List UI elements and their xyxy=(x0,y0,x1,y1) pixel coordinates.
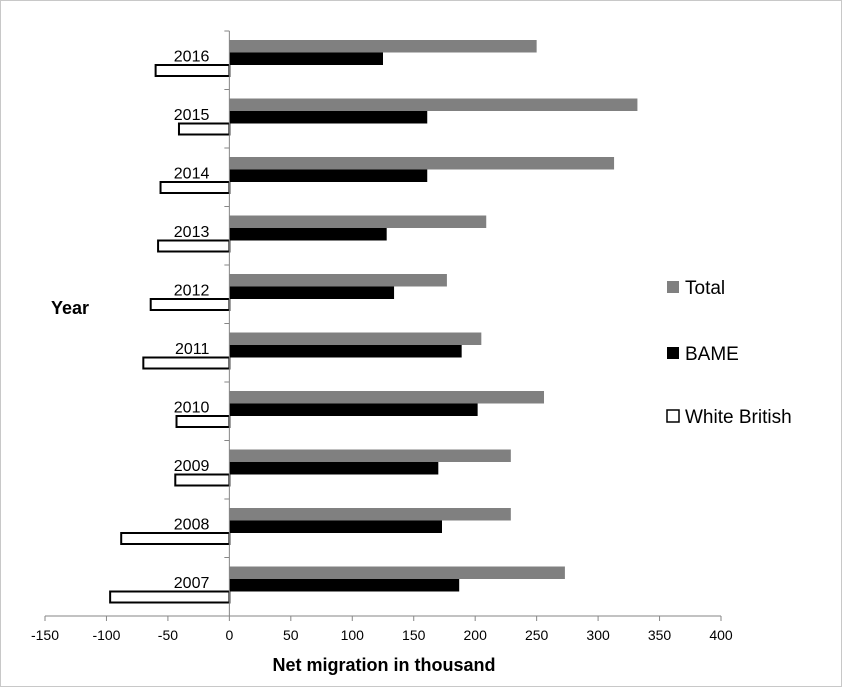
bar-white-british-2010 xyxy=(175,415,231,428)
x-axis-title: Net migration in thousand xyxy=(273,655,496,675)
bar-bame-2013 xyxy=(229,228,387,241)
y-category-label: 2010 xyxy=(174,399,210,416)
bar-white-british-2009 xyxy=(174,473,231,487)
y-category-label: 2013 xyxy=(174,224,210,241)
legend-label-total: Total xyxy=(685,278,725,299)
bar-white-british-2014 xyxy=(159,181,231,194)
y-category-label: 2015 xyxy=(174,107,210,124)
x-tick-label: 350 xyxy=(648,627,672,643)
legend-label-white-british: White British xyxy=(685,407,792,428)
bar-total-2016 xyxy=(229,40,537,53)
bar-bame-2008 xyxy=(229,520,442,533)
x-tick-label: -150 xyxy=(31,627,59,643)
bar-total-2015 xyxy=(229,98,638,111)
bar-total-2007 xyxy=(229,566,565,579)
legend-swatch-bame xyxy=(667,347,679,359)
x-tick-label: 200 xyxy=(464,627,488,643)
bar-total-2009 xyxy=(229,449,511,462)
bar-white-british-2013 xyxy=(157,239,231,253)
y-category-label: 2014 xyxy=(174,165,210,182)
bar-bame-2014 xyxy=(229,169,428,182)
bar-bame-2015 xyxy=(229,111,428,124)
bar-bame-2010 xyxy=(229,403,478,416)
legend: Total BAME White British xyxy=(666,278,792,428)
x-tick-label: 400 xyxy=(709,627,733,643)
bar-white-british-2015 xyxy=(177,122,231,136)
x-tick-label: -50 xyxy=(158,627,178,643)
y-category-label: 2007 xyxy=(174,575,210,592)
legend-swatch-white-british xyxy=(666,409,680,423)
y-category-label: 2016 xyxy=(174,48,210,65)
bar-bame-2007 xyxy=(229,579,460,592)
x-tick-label: 50 xyxy=(283,627,299,643)
bar-white-british-2011 xyxy=(142,356,231,370)
bar-total-2013 xyxy=(229,215,487,228)
x-tick-label: -100 xyxy=(92,627,120,643)
legend-swatch-total xyxy=(667,281,679,293)
bar-total-2012 xyxy=(229,274,447,287)
x-tick-label: 150 xyxy=(402,627,426,643)
y-category-label: 2012 xyxy=(174,282,210,299)
bar-bame-2011 xyxy=(229,345,462,358)
y-axis-title: Year xyxy=(51,298,89,318)
bar-total-2008 xyxy=(229,508,511,521)
bar-total-2014 xyxy=(229,157,615,170)
bar-total-2011 xyxy=(229,332,482,345)
bar-white-british-2007 xyxy=(109,590,231,604)
bar-bame-2012 xyxy=(229,286,395,299)
x-tick-label: 250 xyxy=(525,627,549,643)
x-tick-label: 0 xyxy=(225,627,233,643)
legend-label-bame: BAME xyxy=(685,344,739,365)
x-tick-label: 300 xyxy=(586,627,610,643)
bar-white-british-2008 xyxy=(120,532,231,545)
y-category-label: 2009 xyxy=(174,458,210,475)
x-tick-label: 100 xyxy=(341,627,365,643)
bar-white-british-2016 xyxy=(154,64,231,77)
y-category-label: 2008 xyxy=(174,516,210,533)
bar-bame-2009 xyxy=(229,462,439,475)
bar-total-2010 xyxy=(229,391,545,404)
y-category-label: 2011 xyxy=(175,341,210,358)
bar-bame-2016 xyxy=(229,52,383,65)
bar-white-british-2012 xyxy=(149,298,231,311)
